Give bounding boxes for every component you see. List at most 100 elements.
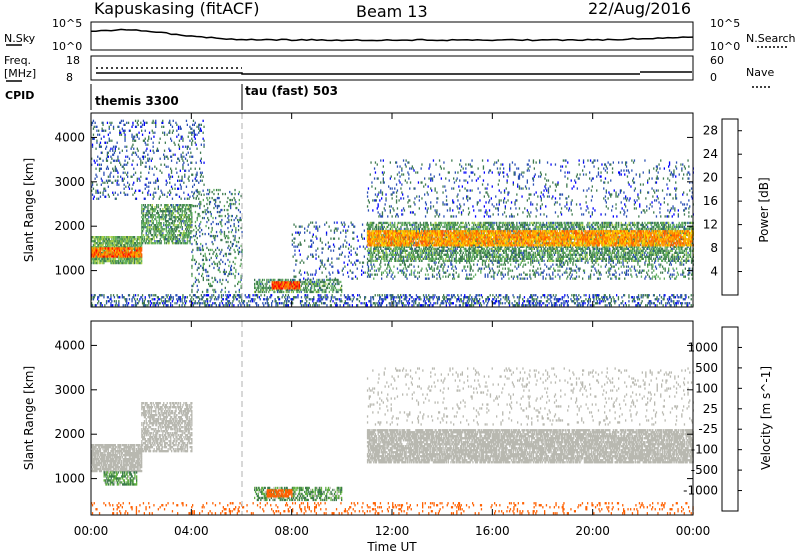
heatmap-cell <box>153 136 154 138</box>
heatmap-cell <box>153 192 154 194</box>
heatmap-cell <box>432 296 433 298</box>
heatmap-cell <box>158 188 159 190</box>
heatmap-cell <box>117 142 118 144</box>
heatmap-cell <box>227 247 228 249</box>
heatmap-cell <box>163 224 164 226</box>
heatmap-cell <box>229 249 230 251</box>
heatmap-cell <box>178 216 179 218</box>
heatmap-cell <box>272 300 273 302</box>
heatmap-cell <box>141 204 142 206</box>
heatmap-cell <box>182 164 183 166</box>
heatmap-cell <box>210 283 211 285</box>
heatmap-cell <box>115 258 116 260</box>
heatmap-cell <box>209 203 210 205</box>
heatmap-cell <box>232 193 233 195</box>
heatmap-cell <box>180 184 181 186</box>
heatmap-cell <box>131 249 132 251</box>
heatmap-cell <box>188 170 189 172</box>
nsearch-tick-bottom: 10^0 <box>710 40 740 53</box>
heatmap-cell <box>92 122 93 124</box>
heatmap-cell <box>433 302 434 304</box>
heatmap-cell <box>188 198 189 200</box>
heatmap-cell <box>122 128 123 130</box>
heatmap-cell <box>97 260 98 262</box>
heatmap-cell <box>105 130 106 132</box>
heatmap-cell <box>179 160 180 162</box>
heatmap-cell <box>201 194 202 196</box>
heatmap-cell <box>178 212 179 214</box>
heatmap-cell <box>189 214 190 216</box>
heatmap-cell <box>231 265 232 267</box>
heatmap-cell <box>112 242 113 244</box>
heatmap-cell <box>202 172 203 174</box>
heatmap-cell <box>395 300 396 302</box>
heatmap-cell <box>254 298 255 300</box>
heatmap-cell <box>141 249 142 251</box>
heatmap-cell <box>103 262 104 264</box>
heatmap-cell <box>142 162 143 164</box>
heatmap-cell <box>138 132 139 134</box>
heatmap-cell <box>127 176 128 178</box>
heatmap-cell <box>229 304 230 306</box>
heatmap-cell <box>175 214 176 216</box>
heatmap-cell <box>199 235 200 237</box>
heatmap-cell <box>100 262 101 264</box>
heatmap-cell <box>390 302 391 304</box>
heatmap-cell <box>150 194 151 196</box>
heatmap-cell <box>110 302 111 304</box>
heatmap-cell <box>361 302 362 304</box>
heatmap-cell <box>449 304 450 306</box>
heatmap-cell <box>227 221 228 223</box>
heatmap-cell <box>214 289 215 291</box>
heatmap-cell <box>199 207 200 209</box>
heatmap-cell <box>191 226 192 228</box>
heatmap-cell <box>110 124 111 126</box>
heatmap-cell <box>400 294 401 296</box>
heatmap-cell <box>124 168 125 170</box>
heatmap-cell <box>162 132 163 134</box>
heatmap-cell <box>203 190 204 192</box>
heatmap-cell <box>194 239 195 241</box>
heatmap-cell <box>212 253 213 255</box>
heatmap-cell <box>152 238 153 240</box>
heatmap-cell <box>155 294 156 296</box>
heatmap-cell <box>135 172 136 174</box>
heatmap-cell <box>138 249 139 251</box>
heatmap-cell <box>118 160 119 162</box>
heatmap-cell <box>192 132 193 134</box>
heatmap-cell <box>212 289 213 291</box>
heatmap-cell <box>181 216 182 218</box>
heatmap-cell <box>227 201 228 203</box>
heatmap-cell <box>196 231 197 233</box>
heatmap-cell <box>98 300 99 302</box>
heatmap-cell <box>408 300 409 302</box>
heatmap-cell <box>182 214 183 216</box>
heatmap-cell <box>213 189 214 191</box>
heatmap-cell <box>110 172 111 174</box>
heatmap-cell <box>123 180 124 182</box>
heatmap-cell <box>184 300 185 302</box>
heatmap-cell <box>112 253 113 255</box>
heatmap-cell <box>171 218 172 220</box>
heatmap-cell <box>203 267 204 269</box>
heatmap-cell <box>131 262 132 264</box>
heatmap-cell <box>191 221 192 223</box>
heatmap-cell <box>155 182 156 184</box>
heatmap-cell <box>184 216 185 218</box>
heatmap-cell <box>171 296 172 298</box>
heatmap-cell <box>92 304 93 306</box>
heatmap-cell <box>99 253 100 255</box>
heatmap-cell <box>123 120 124 122</box>
heatmap-cell <box>219 269 220 271</box>
heatmap-cell <box>145 204 146 206</box>
heatmap-cell <box>176 228 177 230</box>
heatmap-cell <box>315 304 316 306</box>
heatmap-cell <box>190 220 191 222</box>
heatmap-cell <box>257 296 258 298</box>
heatmap-cell <box>143 234 144 236</box>
heatmap-cell <box>229 300 230 302</box>
heatmap-cell <box>139 180 140 182</box>
heatmap-cell <box>229 273 230 275</box>
heatmap-cell <box>188 132 189 134</box>
heatmap-cell <box>133 182 134 184</box>
